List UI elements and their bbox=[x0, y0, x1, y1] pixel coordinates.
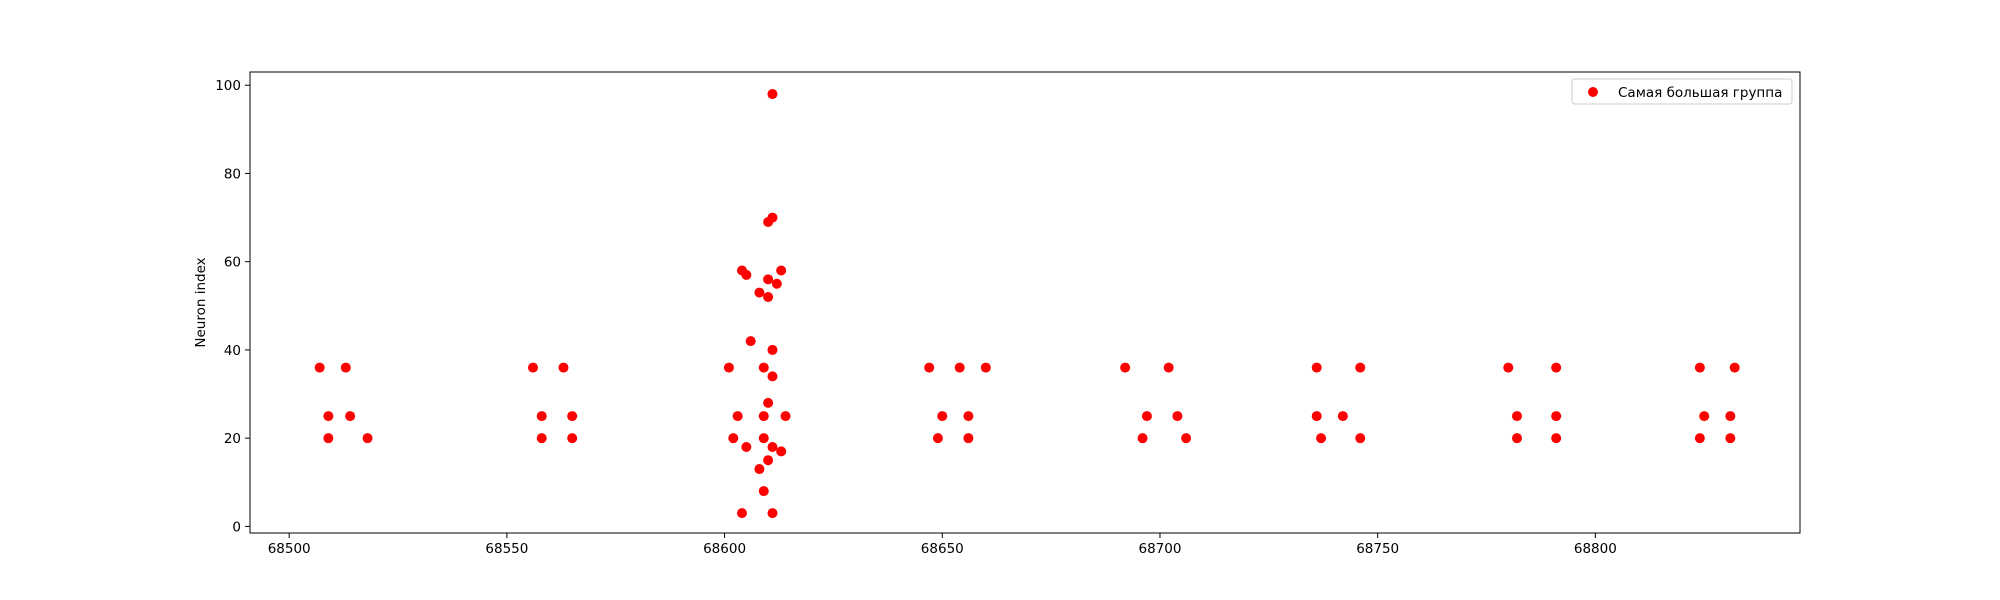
y-tick-label: 60 bbox=[224, 255, 241, 271]
data-point bbox=[741, 441, 752, 452]
data-point bbox=[1551, 362, 1562, 373]
legend-marker bbox=[1588, 87, 1598, 97]
data-point bbox=[1120, 362, 1131, 373]
axis-ticks: 68500 68550 68600 68650 68700 68750 68800 0 20 40… bbox=[215, 78, 1617, 557]
data-point bbox=[780, 411, 791, 422]
data-point bbox=[1311, 411, 1322, 422]
data-point bbox=[937, 411, 948, 422]
data-point bbox=[963, 433, 974, 444]
data-point bbox=[776, 265, 787, 276]
y-tick-label: 20 bbox=[224, 431, 241, 447]
data-point bbox=[536, 433, 547, 444]
data-point bbox=[1551, 411, 1562, 422]
data-point bbox=[1355, 362, 1366, 373]
data-point bbox=[763, 274, 774, 285]
data-point bbox=[728, 433, 739, 444]
data-point bbox=[362, 433, 373, 444]
x-tick-label: 68800 bbox=[1574, 541, 1617, 557]
data-point bbox=[1699, 411, 1710, 422]
data-point bbox=[528, 362, 539, 373]
legend-box bbox=[1571, 78, 1793, 105]
data-point bbox=[1503, 362, 1514, 373]
data-point bbox=[767, 371, 778, 382]
y-axis-label: Neuron index bbox=[193, 257, 209, 347]
data-points bbox=[314, 89, 1740, 519]
data-point bbox=[1137, 433, 1148, 444]
data-point bbox=[558, 362, 569, 373]
x-tick-label: 68700 bbox=[1138, 541, 1181, 557]
data-point bbox=[536, 411, 547, 422]
data-point bbox=[567, 411, 578, 422]
legend: Самая большая группа bbox=[1571, 78, 1793, 105]
data-point bbox=[754, 464, 765, 475]
y-tick-label: 40 bbox=[224, 343, 241, 359]
data-point bbox=[758, 486, 769, 497]
data-point bbox=[980, 362, 991, 373]
data-point bbox=[767, 212, 778, 223]
data-point bbox=[758, 433, 769, 444]
data-point bbox=[963, 411, 974, 422]
data-point bbox=[741, 269, 752, 280]
data-point bbox=[767, 89, 778, 100]
data-point bbox=[1163, 362, 1174, 373]
data-point bbox=[1141, 411, 1152, 422]
data-point bbox=[763, 455, 774, 466]
data-point bbox=[1511, 411, 1522, 422]
legend-label: Самая большая группа bbox=[1618, 85, 1782, 101]
data-point bbox=[723, 362, 734, 373]
data-point bbox=[1694, 362, 1705, 373]
data-point bbox=[1725, 411, 1736, 422]
data-point bbox=[754, 287, 765, 298]
x-tick-label: 68600 bbox=[703, 541, 746, 557]
data-point bbox=[732, 411, 743, 422]
data-point bbox=[954, 362, 965, 373]
data-point bbox=[745, 336, 756, 347]
data-point bbox=[567, 433, 578, 444]
data-point bbox=[345, 411, 356, 422]
data-point bbox=[932, 433, 943, 444]
data-point bbox=[323, 433, 334, 444]
data-point bbox=[323, 411, 334, 422]
data-point bbox=[924, 362, 935, 373]
x-tick-label: 68500 bbox=[268, 541, 311, 557]
data-point bbox=[1725, 433, 1736, 444]
data-point bbox=[1337, 411, 1348, 422]
data-point bbox=[776, 446, 787, 457]
data-point bbox=[1551, 433, 1562, 444]
data-point bbox=[758, 362, 769, 373]
y-tick-label: 100 bbox=[215, 78, 241, 94]
data-point bbox=[767, 508, 778, 519]
data-point bbox=[1172, 411, 1183, 422]
data-point bbox=[758, 411, 769, 422]
y-tick-label: 0 bbox=[232, 519, 241, 535]
x-tick-label: 68750 bbox=[1356, 541, 1399, 557]
plot-frame bbox=[249, 71, 1801, 534]
data-point bbox=[340, 362, 351, 373]
data-point bbox=[767, 344, 778, 355]
x-tick-label: 68550 bbox=[485, 541, 528, 557]
data-point bbox=[1729, 362, 1740, 373]
data-point bbox=[1311, 362, 1322, 373]
data-point bbox=[1511, 433, 1522, 444]
data-point bbox=[763, 397, 774, 408]
data-point bbox=[767, 441, 778, 452]
data-point bbox=[771, 278, 782, 289]
data-point bbox=[1316, 433, 1327, 444]
y-tick-label: 80 bbox=[224, 166, 241, 182]
data-point bbox=[1355, 433, 1366, 444]
data-point bbox=[736, 508, 747, 519]
data-point bbox=[763, 291, 774, 302]
data-point bbox=[1694, 433, 1705, 444]
data-point bbox=[314, 362, 325, 373]
x-tick-label: 68650 bbox=[921, 541, 964, 557]
data-point bbox=[1181, 433, 1192, 444]
